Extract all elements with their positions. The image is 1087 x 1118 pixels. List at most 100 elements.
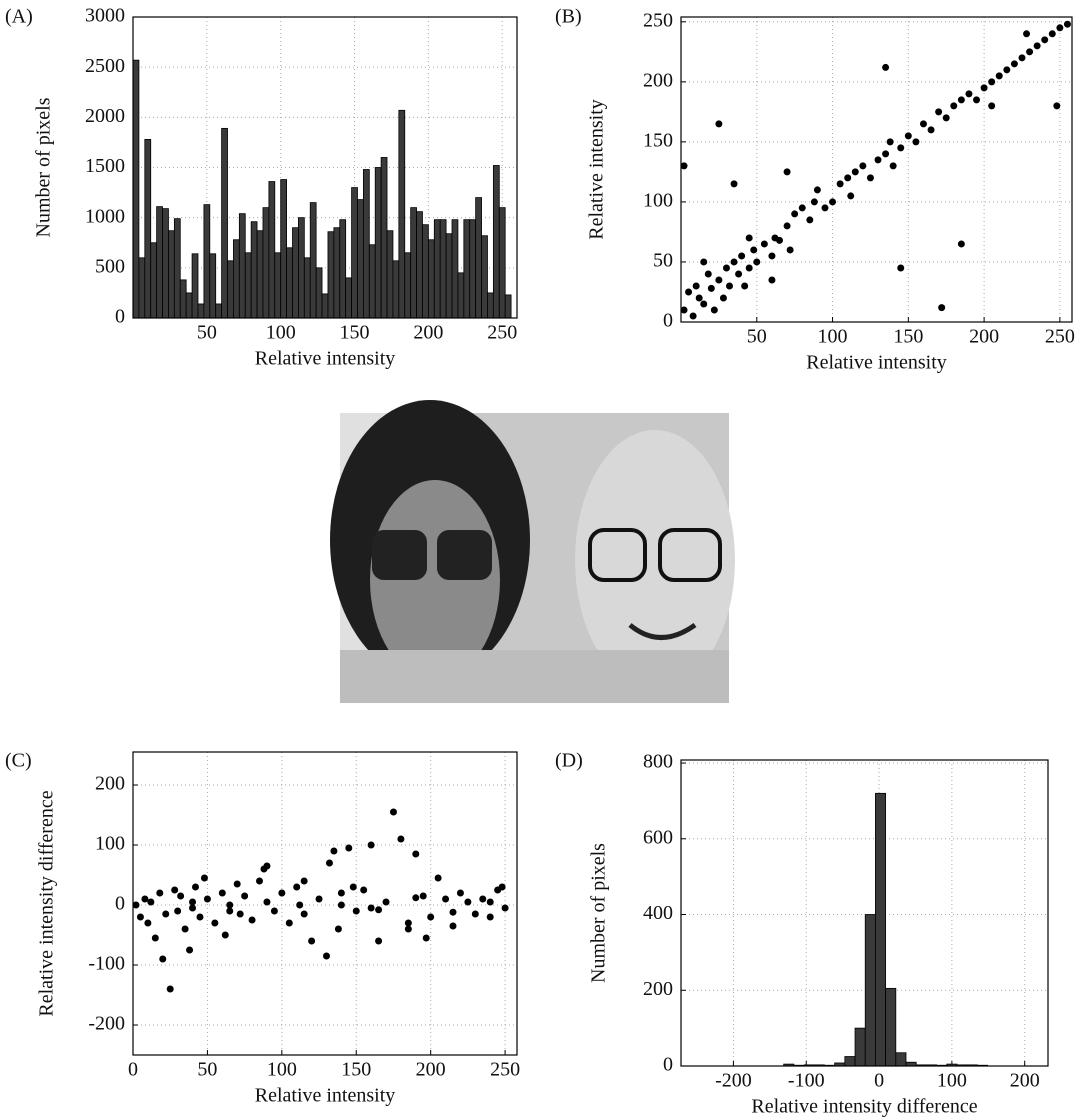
bar [844,1056,856,1067]
point [171,886,179,894]
plot-frame [680,759,1049,1067]
panel-label: (A) [5,6,33,28]
x-tick-label: 50 [197,322,217,344]
point [776,236,784,244]
point [419,892,427,900]
photo [330,400,735,703]
point [730,258,738,266]
photo-shirts [340,650,729,703]
point [957,96,965,104]
point [449,922,457,930]
point [256,877,264,885]
point [177,892,185,900]
y-tick-label: 200 [643,69,673,91]
point [783,168,791,176]
point [218,889,226,897]
y-tick-label: 3000 [85,5,125,27]
bar [280,179,288,319]
photo-glasses-right [588,528,647,582]
point [1003,66,1011,74]
point [995,72,1003,80]
point [442,895,450,903]
point [753,258,761,266]
point [486,913,494,921]
x-tick-label: 0 [874,1070,884,1092]
point [263,898,271,906]
bar [315,267,323,319]
point [1053,102,1061,110]
y-tick-label: 200 [95,773,125,795]
x-tick-label: 100 [267,1059,297,1081]
x-tick-label: 250 [487,322,517,344]
point [859,162,867,170]
bar [144,139,152,319]
point [680,306,688,314]
point [382,898,390,906]
photo-glasses-left [372,530,427,580]
point [927,126,935,134]
point [912,138,920,146]
bar [433,219,441,319]
bar [463,219,471,319]
y-axis-label: Number of pixels [33,97,55,237]
point [730,180,738,188]
point [700,258,708,266]
bar [481,235,488,319]
point [965,90,973,98]
point [200,874,208,882]
photo-glasses-right-2 [658,528,722,582]
point [449,908,457,916]
bar [303,257,311,319]
x-tick-label: 150 [893,326,923,348]
point [973,96,981,104]
point [897,264,905,272]
plot-frame [132,751,518,1056]
x-tick-label: -100 [788,1070,825,1092]
bar [404,252,412,319]
bar [475,197,482,319]
bar [864,914,876,1067]
x-tick-label: 150 [341,1059,371,1081]
x-tick-label: 100 [818,326,848,348]
point [308,937,316,945]
point [293,883,301,891]
bar [895,1052,907,1067]
x-tick-label: 200 [416,1059,446,1081]
point [741,282,749,290]
point [1033,42,1041,50]
y-tick-label: 500 [95,255,125,277]
bar [162,208,169,319]
point [745,264,753,272]
y-tick-label: 0 [663,310,673,332]
point [141,895,149,903]
bar [368,244,376,319]
bar [339,219,347,319]
bar [504,294,512,319]
y-tick-label: 0 [663,1054,673,1076]
bar [416,211,423,319]
point [798,204,806,212]
bar [132,59,140,319]
bar [427,239,435,319]
point [375,937,383,945]
point [196,913,204,921]
point [464,898,472,906]
bar [362,169,370,319]
point [325,859,333,867]
point [404,925,412,933]
point [226,907,234,915]
point [498,883,506,891]
point [821,204,829,212]
bar [410,207,417,319]
point [904,132,912,140]
point [337,901,345,909]
point [707,284,715,292]
point [988,102,996,110]
photo-smile [628,622,697,640]
y-tick-label: 100 [643,190,673,212]
point [270,907,278,915]
y-tick-label: 50 [653,250,673,272]
point [1063,20,1071,28]
bar [321,293,329,319]
